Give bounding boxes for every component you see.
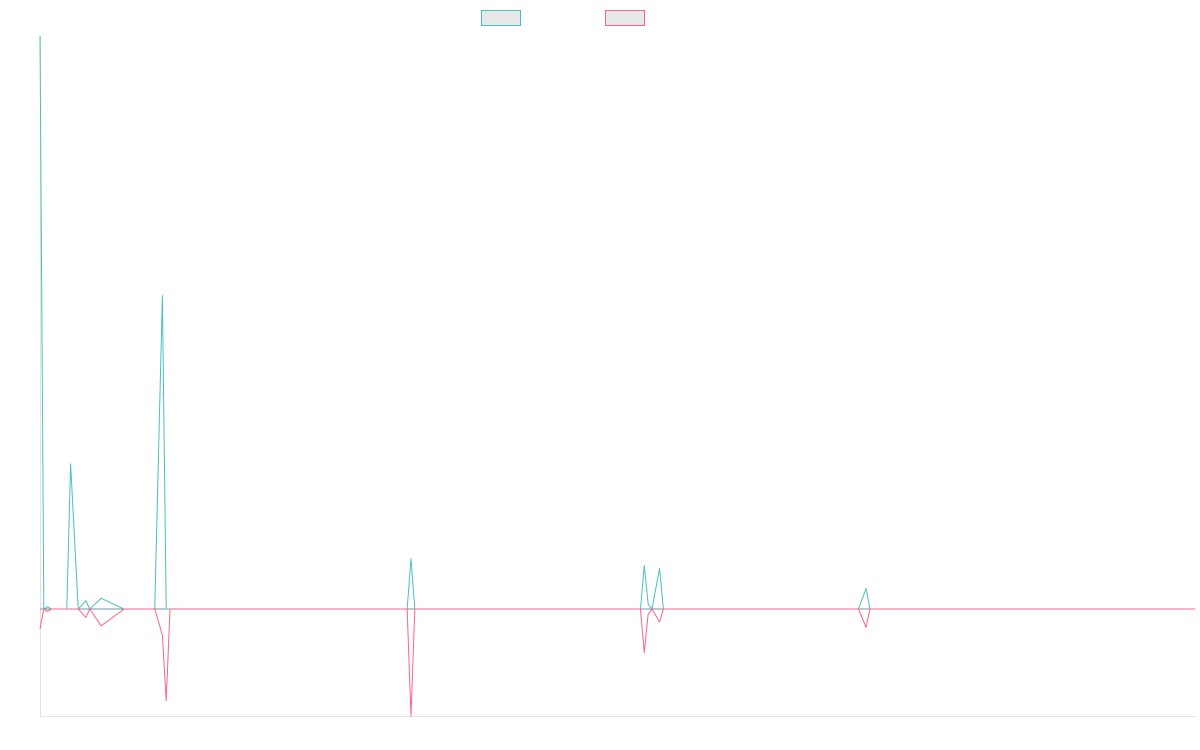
series-line [39,35,1195,610]
series-layer [39,35,1196,717]
series-2 [39,608,1196,717]
legend-swatch-2[interactable] [605,10,645,26]
legend[interactable] [481,10,645,26]
series-line [39,608,1195,717]
axes [40,36,1195,717]
series-1 [39,35,1196,610]
legend-swatch-1[interactable] [481,10,521,26]
